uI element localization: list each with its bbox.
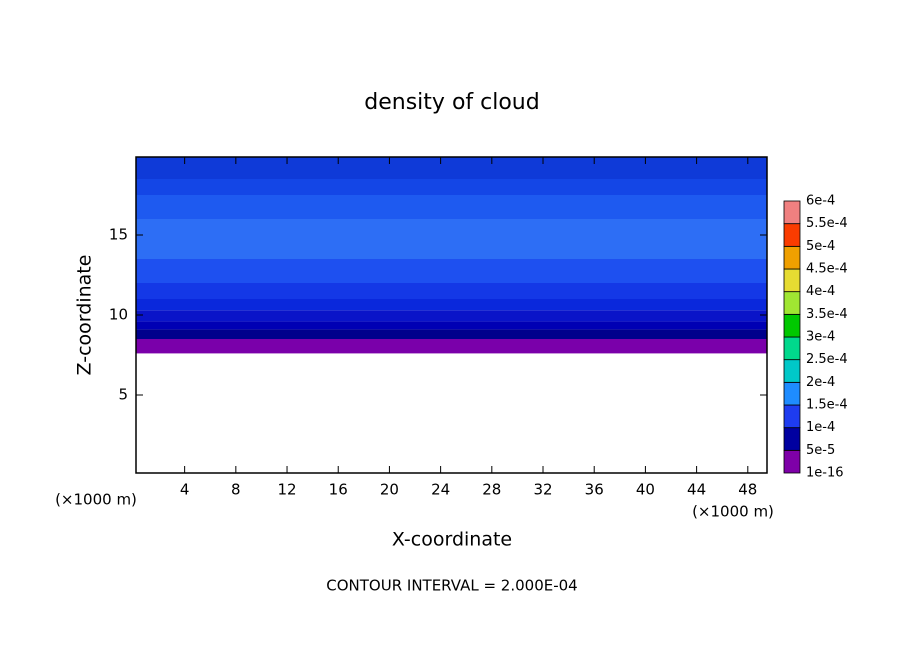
- contour-band: [136, 339, 767, 354]
- x-tick-label: 28: [482, 481, 501, 499]
- contour-band: [136, 259, 767, 283]
- x-tick-label: 4: [180, 481, 190, 499]
- colorbar-box: [783, 291, 801, 315]
- y-tick-label: 5: [118, 386, 128, 404]
- y-tick-label: 15: [109, 226, 128, 244]
- colorbar-label: 6e-4: [806, 194, 835, 209]
- colorbar-box: [783, 336, 801, 361]
- colorbar-label: 3e-4: [806, 330, 835, 345]
- x-tick-label: 32: [533, 481, 552, 499]
- contour-band: [136, 195, 767, 219]
- colorbar-box: [783, 223, 801, 247]
- colorbar-box: [783, 245, 801, 270]
- colorbar-label: 2.5e-4: [806, 352, 848, 367]
- x-tick-label: 8: [231, 481, 241, 499]
- colorbar-label: 5.5e-4: [806, 216, 848, 231]
- contour-band: [136, 310, 767, 322]
- colorbar-box: [783, 313, 801, 338]
- contour-band: [136, 157, 767, 179]
- contour-band: [136, 299, 767, 311]
- colorbar-box: [783, 200, 801, 225]
- x-axis-label: X-coordinate: [392, 529, 512, 551]
- colorbar-label: 2e-4: [806, 375, 835, 390]
- x-tick-label: 44: [687, 481, 706, 499]
- colorbar-box: [783, 381, 801, 406]
- x-tick-label: 48: [738, 481, 757, 499]
- contour-band: [136, 219, 767, 259]
- contour-band: [136, 329, 767, 339]
- colorbar-label: 3.5e-4: [806, 307, 848, 322]
- x-tick-label: 16: [329, 481, 348, 499]
- contour-band: [136, 179, 767, 195]
- colorbar-box: [783, 449, 801, 474]
- x-tick-label: 36: [585, 481, 604, 499]
- colorbar-label: 4e-4: [806, 284, 835, 299]
- colorbar-label: 1e-4: [806, 420, 835, 435]
- contour-band: [136, 321, 767, 330]
- x-tick-label: 20: [380, 481, 399, 499]
- y-axis-label: Z-coordinate: [74, 255, 96, 376]
- colorbar-box: [783, 427, 801, 451]
- colorbar-box: [783, 268, 801, 293]
- x-tick-label: 40: [636, 481, 655, 499]
- colorbar-label: 1.5e-4: [806, 398, 848, 413]
- chart-title: density of cloud: [364, 90, 539, 115]
- colorbar-label: 1e-16: [806, 466, 844, 481]
- x-tick-label: 12: [277, 481, 296, 499]
- colorbar-label: 5e-5: [806, 443, 835, 458]
- colorbar-label: 4.5e-4: [806, 262, 848, 277]
- footnote: CONTOUR INTERVAL = 2.000E-04: [326, 577, 577, 595]
- colorbar-box: [783, 404, 801, 429]
- colorbar-label: 5e-4: [806, 239, 835, 254]
- contour-band: [136, 283, 767, 299]
- x-unit: (×1000 m): [692, 503, 774, 521]
- y-unit: (×1000 m): [55, 491, 137, 509]
- y-tick-label: 10: [109, 306, 128, 324]
- colorbar-box: [783, 359, 801, 383]
- x-tick-label: 24: [431, 481, 450, 499]
